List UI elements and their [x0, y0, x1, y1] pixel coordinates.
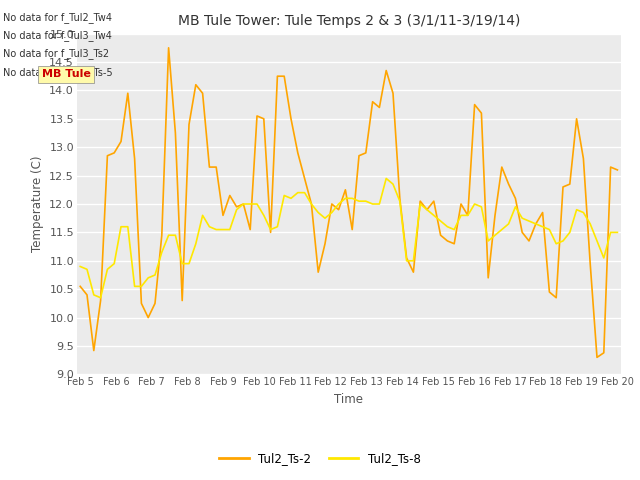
Tul2_Ts-8	[566, 229, 573, 235]
Tul2_Ts-8	[382, 176, 390, 181]
Tul2_Ts-2	[451, 241, 458, 247]
Line: Tul2_Ts-2: Tul2_Ts-2	[80, 48, 618, 357]
Tul2_Ts-2	[559, 184, 567, 190]
Tul2_Ts-2	[614, 167, 621, 173]
Tul2_Ts-8	[321, 216, 329, 221]
Tul2_Ts-2	[403, 255, 410, 261]
Tul2_Ts-8	[97, 295, 104, 300]
Title: MB Tule Tower: Tule Temps 2 & 3 (3/1/11-3/19/14): MB Tule Tower: Tule Temps 2 & 3 (3/1/11-…	[178, 14, 520, 28]
Tul2_Ts-8	[417, 201, 424, 207]
Tul2_Ts-2	[430, 198, 438, 204]
Tul2_Ts-8	[76, 264, 84, 269]
Tul2_Ts-8	[614, 229, 621, 235]
Tul2_Ts-2	[593, 354, 601, 360]
Text: No data for f_Tul3_Tw4: No data for f_Tul3_Tw4	[3, 30, 112, 41]
Legend: Tul2_Ts-2, Tul2_Ts-8: Tul2_Ts-2, Tul2_Ts-8	[214, 447, 426, 469]
Line: Tul2_Ts-8: Tul2_Ts-8	[80, 179, 618, 298]
Text: MB Tule: MB Tule	[42, 70, 90, 79]
Text: No data for f_Tul3_Ts2: No data for f_Tul3_Ts2	[3, 48, 109, 60]
X-axis label: Time: Time	[334, 393, 364, 406]
Tul2_Ts-8	[436, 218, 444, 224]
Y-axis label: Temperature (C): Temperature (C)	[31, 156, 44, 252]
Text: No data for f_Tul3_Ts-5: No data for f_Tul3_Ts-5	[3, 67, 113, 78]
Tul2_Ts-2	[76, 284, 84, 289]
Tul2_Ts-2	[164, 45, 172, 51]
Tul2_Ts-8	[457, 213, 465, 218]
Tul2_Ts-8	[410, 258, 417, 264]
Tul2_Ts-2	[410, 269, 417, 275]
Text: No data for f_Tul2_Tw4: No data for f_Tul2_Tw4	[3, 12, 112, 23]
Tul2_Ts-2	[321, 241, 329, 247]
